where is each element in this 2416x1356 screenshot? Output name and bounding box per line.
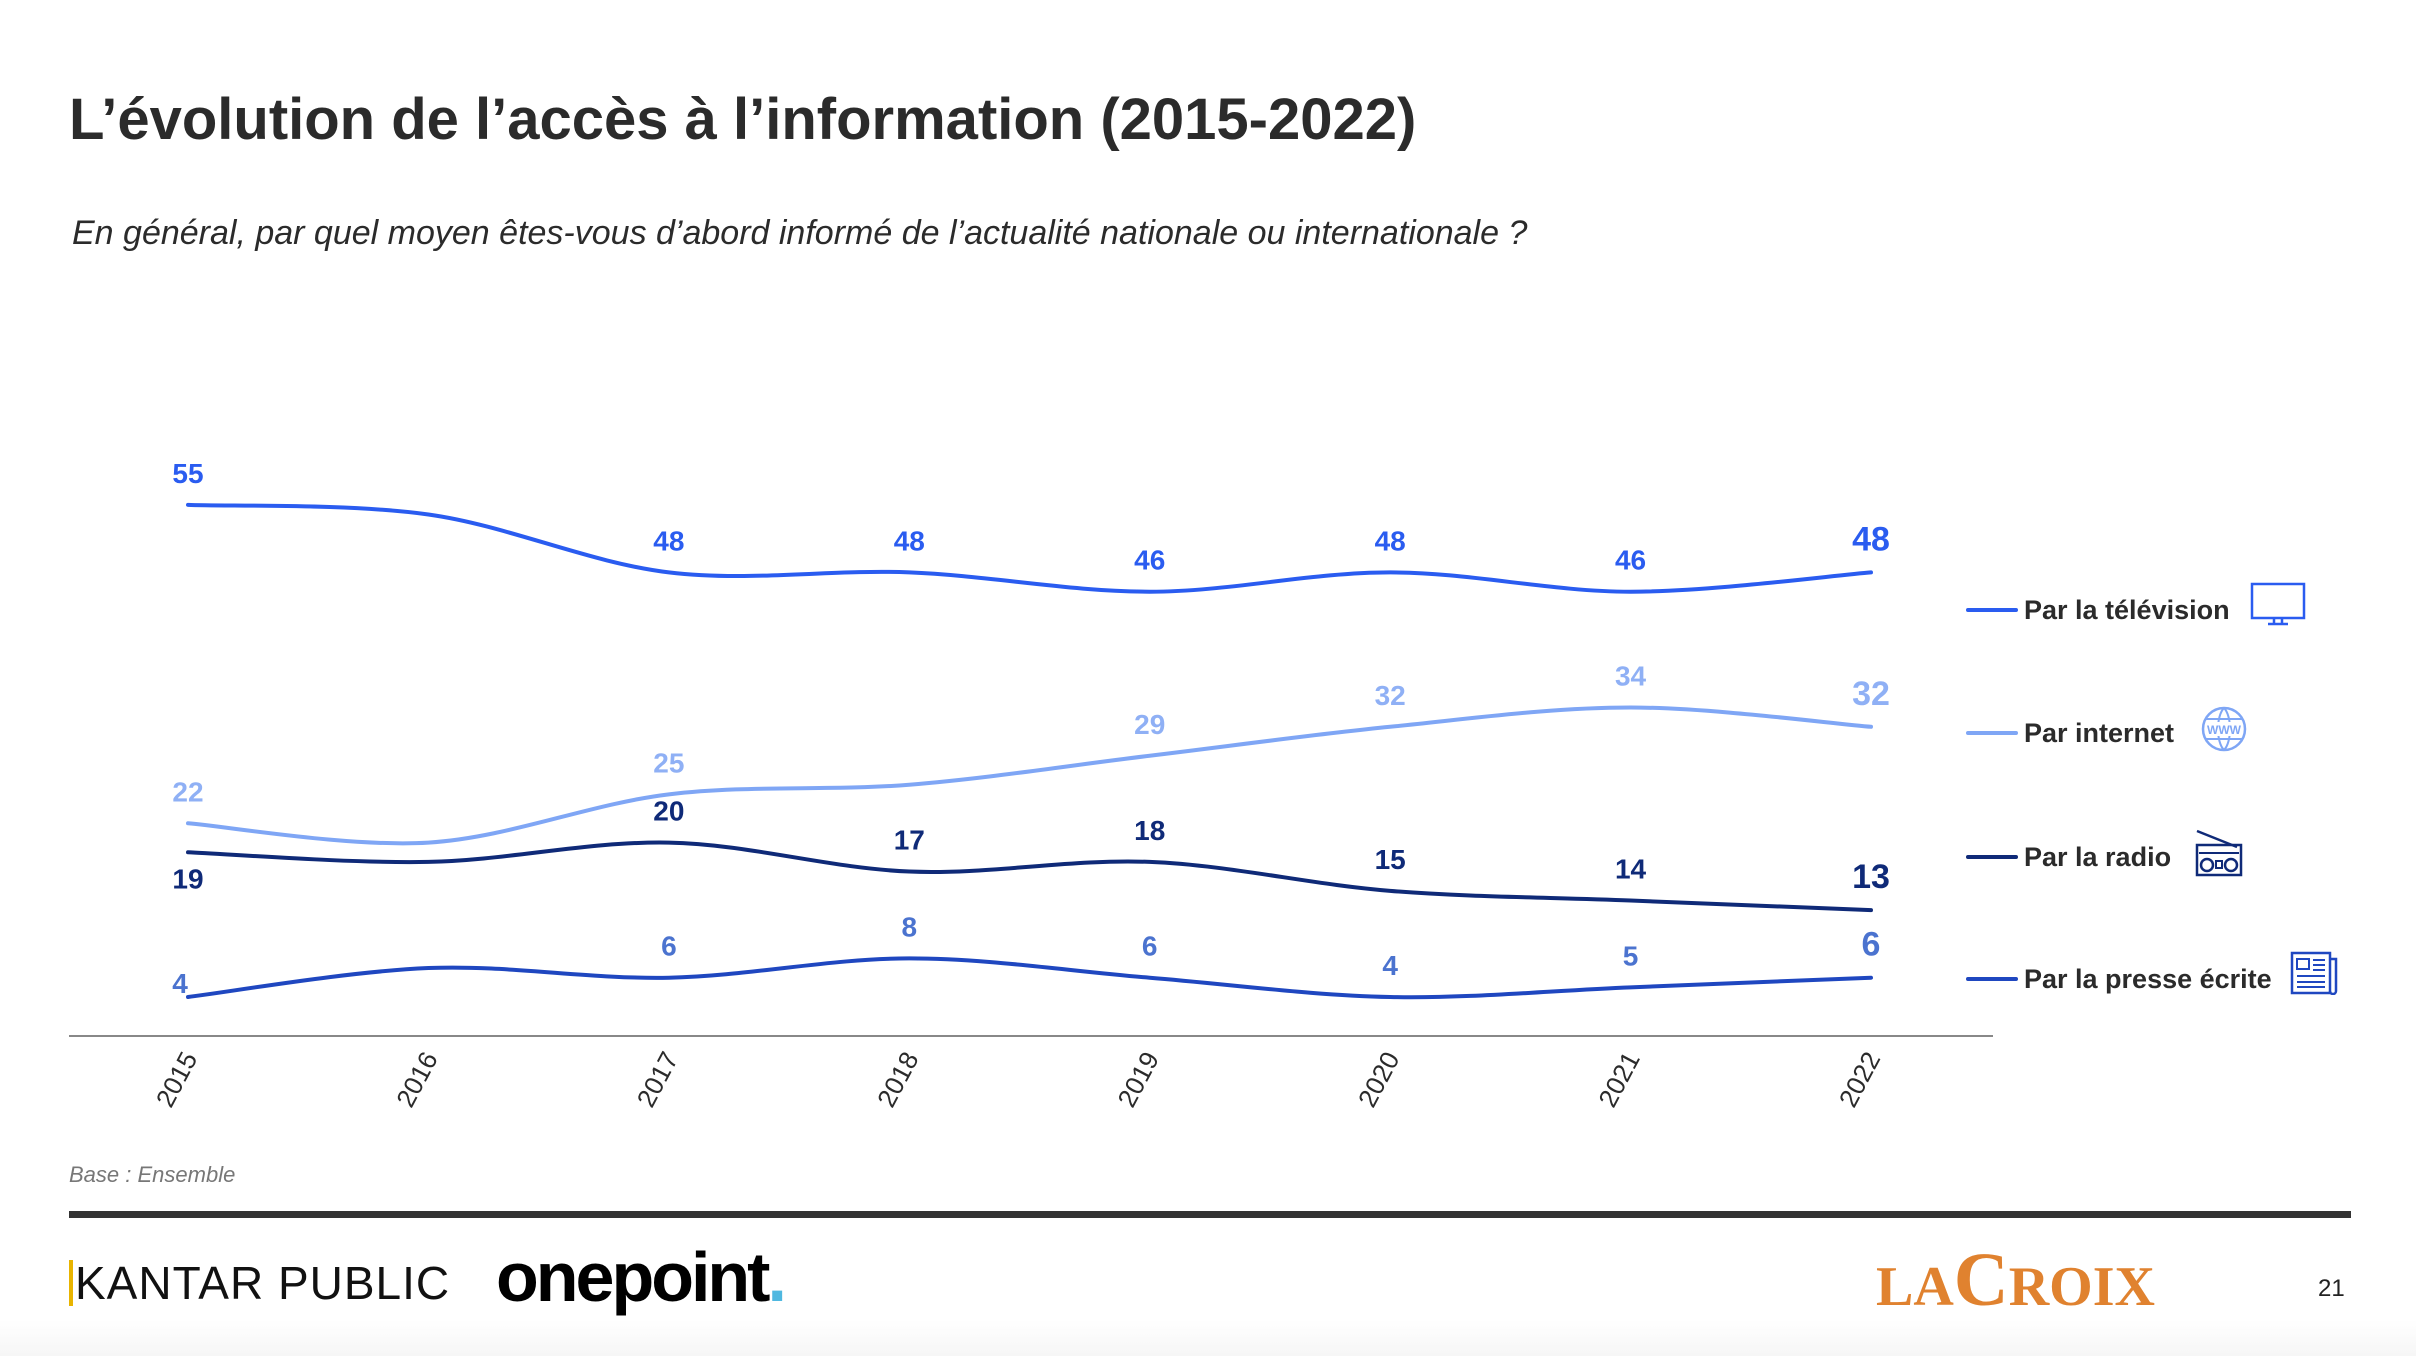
la-croix-logo: LACROIX bbox=[1876, 1242, 2155, 1318]
x-tick-label: 2019 bbox=[1111, 1047, 1165, 1112]
data-label: 20 bbox=[653, 796, 684, 827]
data-label: 14 bbox=[1615, 854, 1647, 885]
newspaper-icon bbox=[2290, 951, 2338, 1000]
legend-swatch bbox=[1966, 608, 2018, 612]
data-label: 48 bbox=[1852, 520, 1890, 558]
data-label: 4 bbox=[1382, 950, 1398, 981]
kantar-public-logo: KANTAR PUBLIC bbox=[69, 1260, 450, 1306]
footer-divider bbox=[69, 1211, 2351, 1218]
data-label: 19 bbox=[172, 863, 203, 894]
legend-swatch bbox=[1966, 977, 2018, 981]
legend-item: Par la presse écrite bbox=[1966, 959, 2272, 999]
onepoint-logo: onepoint. bbox=[496, 1242, 787, 1312]
data-label: 4 bbox=[172, 968, 188, 999]
la-croix-logo-roix: ROIX bbox=[2008, 1256, 2155, 1318]
survey-question: En général, par quel moyen êtes-vous d’a… bbox=[72, 214, 1528, 252]
x-tick-label: 2018 bbox=[871, 1047, 925, 1112]
data-label: 32 bbox=[1852, 675, 1890, 713]
x-tick-label: 2021 bbox=[1592, 1047, 1646, 1112]
series-line-0 bbox=[186, 502, 1873, 594]
radio-icon bbox=[2195, 829, 2243, 882]
data-label: 15 bbox=[1375, 844, 1406, 875]
la-croix-logo-c: C bbox=[1953, 1238, 2009, 1322]
data-label: 6 bbox=[1142, 931, 1158, 962]
x-tick-label: 2022 bbox=[1833, 1047, 1887, 1112]
legend-label: Par internet bbox=[2024, 717, 2175, 748]
data-label: 48 bbox=[894, 525, 925, 556]
data-label: 17 bbox=[894, 825, 925, 856]
legend-item: Par internet bbox=[1966, 713, 2174, 753]
data-label: 48 bbox=[1375, 525, 1406, 556]
data-label: 13 bbox=[1852, 858, 1890, 896]
onepoint-logo-dot: . bbox=[767, 1238, 787, 1316]
series-line-3 bbox=[186, 956, 1873, 1000]
data-label: 32 bbox=[1375, 680, 1406, 711]
legend-item: Par la radio bbox=[1966, 837, 2171, 877]
series-line-2 bbox=[186, 840, 1873, 913]
www-globe-icon: WWW bbox=[2200, 705, 2248, 758]
data-label: 18 bbox=[1134, 815, 1165, 846]
data-label: 25 bbox=[653, 747, 684, 778]
bottom-edge bbox=[0, 1320, 2416, 1356]
data-label: 8 bbox=[901, 911, 917, 942]
legend-swatch bbox=[1966, 731, 2018, 735]
data-label: 34 bbox=[1615, 661, 1647, 692]
data-label: 6 bbox=[1862, 926, 1881, 964]
onepoint-logo-text: onepoint bbox=[496, 1238, 770, 1316]
base-note: Base : Ensemble bbox=[69, 1162, 236, 1187]
svg-text:WWW: WWW bbox=[2207, 723, 2242, 737]
data-label: 48 bbox=[653, 525, 684, 556]
x-tick-label: 2020 bbox=[1352, 1047, 1406, 1112]
data-label: 22 bbox=[172, 776, 203, 807]
series-line-1 bbox=[186, 705, 1873, 846]
data-label: 46 bbox=[1615, 545, 1646, 576]
page-number: 21 bbox=[2318, 1275, 2345, 1302]
page-title: L’évolution de l’accès à l’information (… bbox=[69, 87, 1417, 152]
legend-swatch bbox=[1966, 855, 2018, 859]
x-tick-label: 2016 bbox=[390, 1047, 444, 1112]
tv-icon bbox=[2250, 582, 2306, 631]
legend-label: Par la télévision bbox=[2024, 594, 2230, 625]
la-croix-logo-la: LA bbox=[1876, 1256, 1954, 1318]
legend-label: Par la radio bbox=[2024, 841, 2172, 872]
data-label: 46 bbox=[1134, 545, 1165, 576]
data-label: 6 bbox=[661, 931, 677, 962]
legend-label: Par la presse écrite bbox=[2024, 963, 2272, 994]
legend-item: Par la télévision bbox=[1966, 590, 2230, 630]
x-tick-label: 2017 bbox=[631, 1047, 685, 1112]
data-label: 29 bbox=[1134, 709, 1165, 740]
data-label: 5 bbox=[1623, 940, 1639, 971]
data-label: 55 bbox=[172, 458, 203, 489]
x-tick-label: 2015 bbox=[150, 1047, 204, 1112]
